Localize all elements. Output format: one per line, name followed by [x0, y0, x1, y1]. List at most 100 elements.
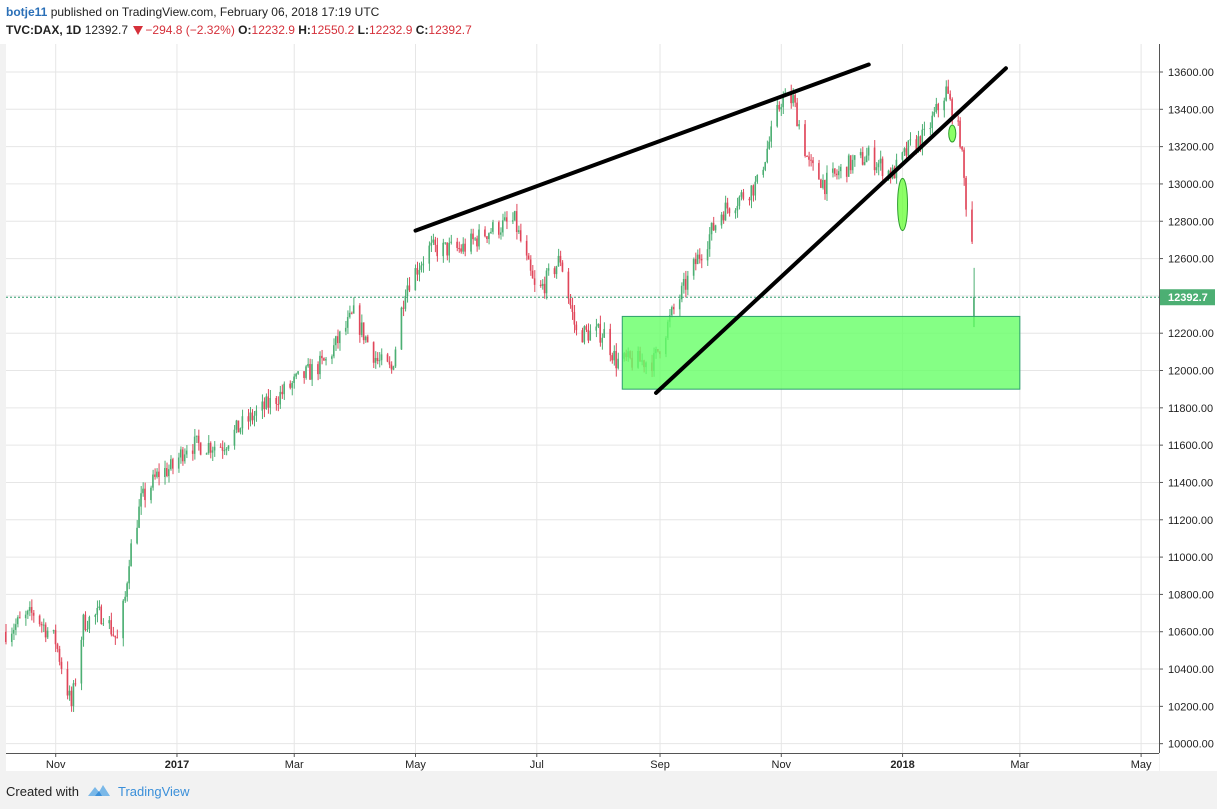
- candle-body: [291, 382, 293, 388]
- candle-body: [293, 376, 295, 383]
- candle-body: [503, 217, 506, 221]
- candle-body: [406, 285, 409, 296]
- candle: [430, 235, 433, 252]
- candle-body: [392, 366, 395, 370]
- candle: [778, 101, 780, 112]
- candle: [750, 185, 753, 209]
- candle-body: [543, 283, 546, 294]
- candle-body: [400, 307, 403, 350]
- candle-body: [10, 633, 13, 642]
- candle: [239, 427, 242, 435]
- candle: [124, 591, 126, 603]
- candle-body: [851, 159, 854, 171]
- candle-body: [575, 324, 578, 331]
- candle-body: [933, 111, 935, 116]
- author-link[interactable]: botje11: [6, 5, 48, 19]
- candle: [581, 327, 584, 343]
- candle: [903, 147, 906, 156]
- candle-body: [810, 159, 812, 161]
- candle-body: [179, 449, 182, 458]
- candle: [279, 385, 281, 409]
- candle: [863, 156, 866, 166]
- candle-body: [490, 231, 492, 234]
- candle: [46, 627, 49, 640]
- candle-body: [470, 233, 472, 252]
- candle-body: [796, 102, 798, 127]
- tradingview-logo-icon[interactable]: [86, 782, 112, 798]
- candle: [531, 264, 534, 279]
- candle: [949, 90, 951, 101]
- candle: [235, 419, 238, 434]
- candle-body: [486, 236, 488, 239]
- candle-body: [861, 152, 864, 165]
- candle-body: [505, 217, 508, 222]
- candle: [352, 297, 355, 314]
- price-chart[interactable]: 10000.00 10200.00 10400.00 10600.00 10800.00…: [0, 44, 1217, 771]
- candle: [30, 599, 33, 621]
- candle: [283, 381, 285, 400]
- candle: [935, 97, 937, 114]
- candle-body: [388, 361, 391, 365]
- candle-body: [297, 371, 299, 374]
- candle-body: [344, 327, 347, 332]
- candle-body: [84, 614, 87, 631]
- candle-body: [432, 239, 435, 243]
- candle: [571, 297, 574, 320]
- highlight-ellipse: [948, 124, 957, 143]
- candle: [945, 80, 947, 102]
- y-tick-label: 12200.00: [1168, 328, 1214, 340]
- candle: [221, 440, 224, 459]
- candle: [583, 325, 586, 345]
- candle: [406, 277, 409, 303]
- candle-body: [879, 158, 882, 164]
- candle-body: [531, 270, 534, 279]
- candle: [269, 389, 271, 415]
- x-axis-panel: [6, 754, 1159, 771]
- candle-body: [311, 364, 313, 380]
- candle: [738, 195, 741, 210]
- candle: [350, 311, 353, 315]
- candle-body: [68, 690, 71, 696]
- candle: [442, 238, 444, 263]
- candle-body: [603, 328, 605, 338]
- candle: [533, 270, 536, 292]
- candle-body: [191, 450, 194, 454]
- candle: [810, 154, 812, 167]
- candle-body: [152, 474, 154, 488]
- candle-body: [88, 616, 91, 630]
- candle-body: [241, 416, 244, 429]
- candle-body: [333, 345, 335, 357]
- candle: [392, 365, 395, 371]
- candle-body: [277, 403, 279, 405]
- candle-body: [515, 211, 518, 232]
- candle: [498, 220, 500, 239]
- candle: [464, 238, 466, 257]
- last-price-tag-label: 12392.7: [1168, 292, 1208, 304]
- candle-body: [12, 629, 15, 634]
- candle-body: [362, 322, 365, 341]
- candle-body: [670, 307, 673, 316]
- y-tick-label: 10400.00: [1168, 664, 1214, 676]
- candle-body: [853, 155, 856, 160]
- candle: [849, 155, 852, 174]
- candle: [219, 443, 222, 448]
- highlight-ellipse: [897, 177, 909, 232]
- candle-body: [684, 278, 687, 290]
- candle-body: [708, 234, 711, 250]
- candle: [376, 352, 379, 365]
- candle: [573, 305, 576, 333]
- tradingview-brand-link[interactable]: TradingView: [118, 784, 190, 799]
- candle: [567, 268, 570, 304]
- candle: [275, 396, 277, 411]
- x-tick-label: May: [405, 759, 426, 771]
- high-label: H:: [298, 23, 311, 37]
- candle-body: [865, 155, 868, 163]
- ohlc-line: TVC:DAX, 1D 12392.7 −294.8 (−2.32%) O:12…: [6, 23, 472, 37]
- candle-body: [951, 99, 953, 121]
- candle-body: [414, 268, 417, 291]
- candle: [116, 629, 118, 639]
- candle: [794, 92, 796, 108]
- candle-body: [935, 104, 937, 112]
- candle-body: [221, 447, 224, 451]
- candle-body: [831, 168, 834, 173]
